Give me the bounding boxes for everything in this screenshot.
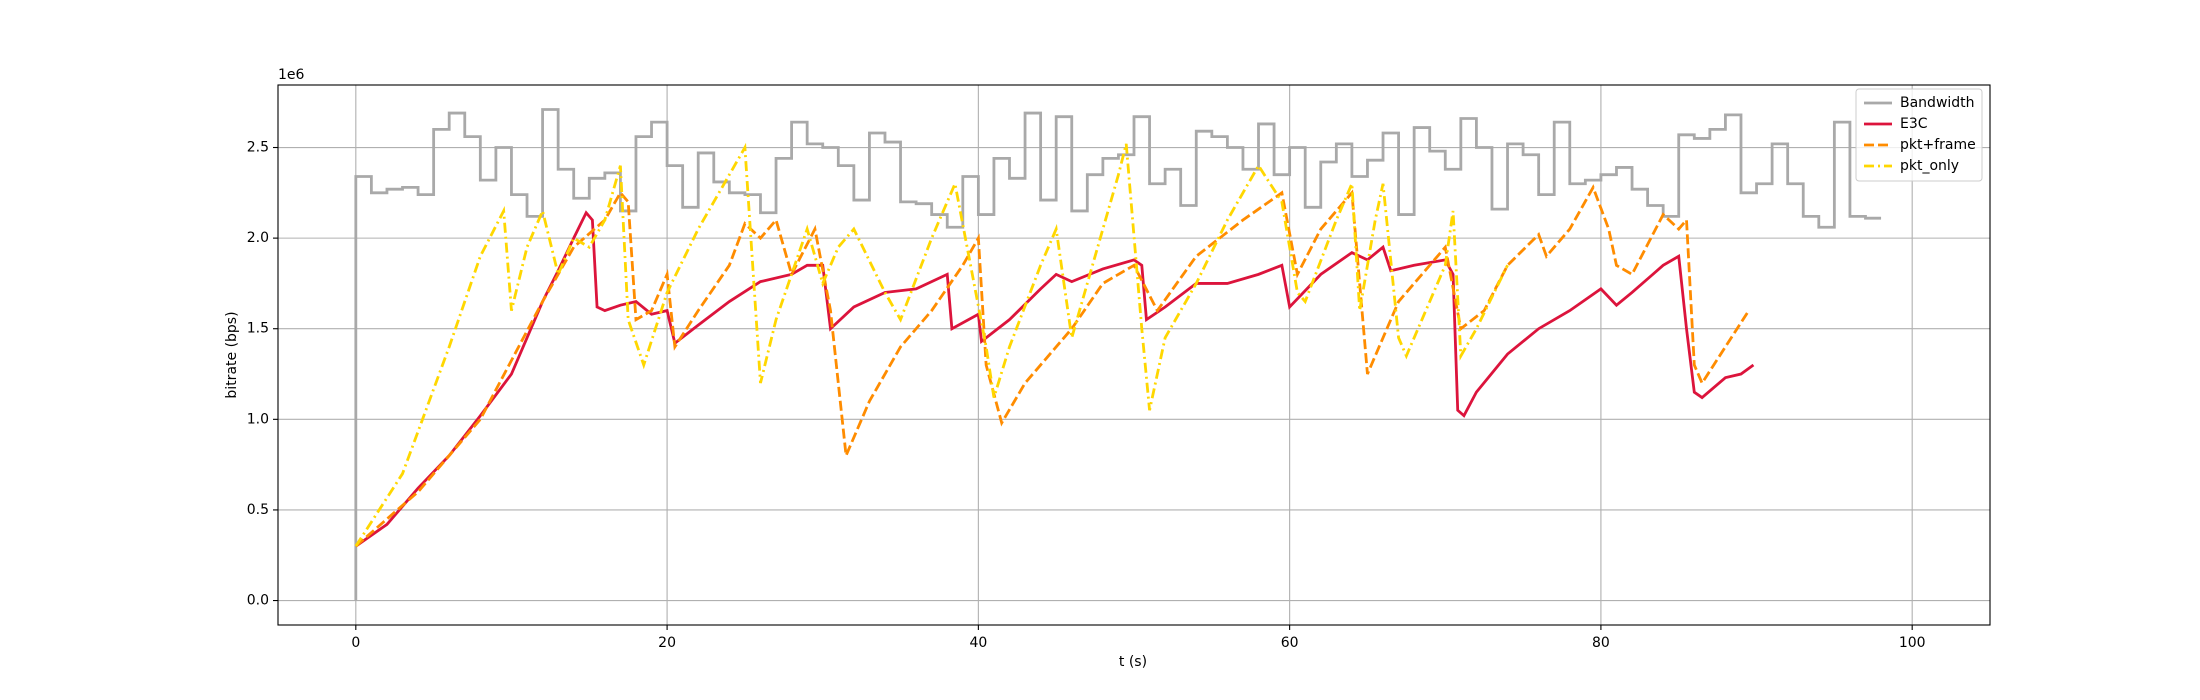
y-tick-label: 1.5 [247, 321, 269, 337]
legend-label: Bandwidth [1900, 95, 1975, 111]
line-series [354, 108, 1882, 601]
legend-label: pkt_only [1900, 158, 1959, 174]
plot-frame [277, 84, 1991, 626]
legend-label: E3C [1900, 116, 1928, 132]
y-tick-label: 0.0 [247, 593, 269, 609]
line-series [354, 184, 1750, 548]
x-tick-label: 60 [1281, 635, 1299, 651]
x-tick-label: 100 [1899, 635, 1926, 651]
x-tick-label: 20 [658, 635, 676, 651]
x-tick-label: 40 [969, 635, 987, 651]
y-axis-label: bitrate (bps) [224, 311, 240, 398]
y-tick-label: 1.0 [247, 411, 269, 427]
x-tick-label: 80 [1592, 635, 1610, 651]
legend-box [1855, 88, 1983, 182]
legend-label: pkt+frame [1900, 137, 1976, 153]
y-tick-label: 2.0 [247, 230, 269, 246]
line-series [355, 210, 1755, 548]
y-offset-label: 1e6 [278, 67, 305, 83]
y-tick-label: 0.5 [247, 502, 269, 518]
y-tick-label: 2.5 [247, 140, 269, 156]
x-axis-label: t (s) [1119, 654, 1147, 670]
x-tick-label: 0 [351, 635, 360, 651]
